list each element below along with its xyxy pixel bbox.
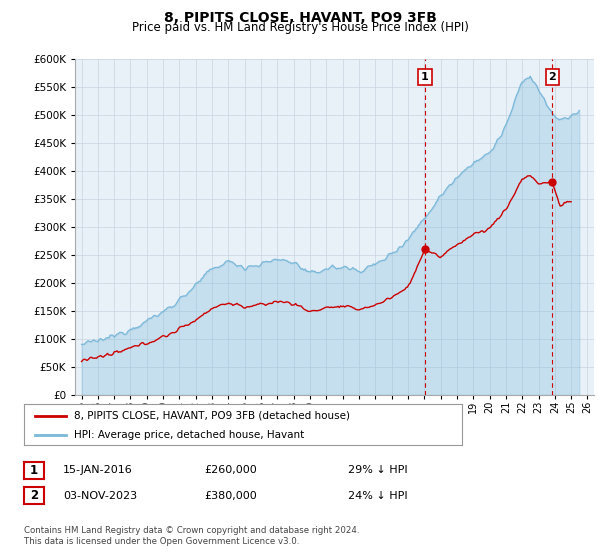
Text: 24% ↓ HPI: 24% ↓ HPI [348, 491, 407, 501]
Text: 15-JAN-2016: 15-JAN-2016 [63, 465, 133, 475]
Text: 2: 2 [548, 72, 556, 82]
Text: Contains HM Land Registry data © Crown copyright and database right 2024.
This d: Contains HM Land Registry data © Crown c… [24, 526, 359, 546]
Text: 03-NOV-2023: 03-NOV-2023 [63, 491, 137, 501]
Text: 8, PIPITS CLOSE, HAVANT, PO9 3FB (detached house): 8, PIPITS CLOSE, HAVANT, PO9 3FB (detach… [74, 411, 350, 421]
Text: £380,000: £380,000 [204, 491, 257, 501]
Text: 29% ↓ HPI: 29% ↓ HPI [348, 465, 407, 475]
Text: HPI: Average price, detached house, Havant: HPI: Average price, detached house, Hava… [74, 430, 305, 440]
Text: £260,000: £260,000 [204, 465, 257, 475]
Text: 1: 1 [421, 72, 429, 82]
Text: 1: 1 [30, 464, 38, 477]
Text: Price paid vs. HM Land Registry's House Price Index (HPI): Price paid vs. HM Land Registry's House … [131, 21, 469, 34]
Text: 8, PIPITS CLOSE, HAVANT, PO9 3FB: 8, PIPITS CLOSE, HAVANT, PO9 3FB [164, 11, 436, 25]
Text: 2: 2 [30, 489, 38, 502]
